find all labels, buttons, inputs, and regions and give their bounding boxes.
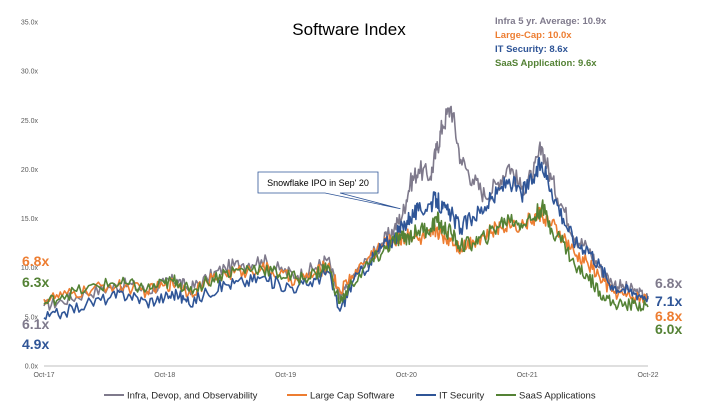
legend-label: Infra, Devop, and Observability (127, 391, 258, 402)
annotation-box (257, 171, 401, 210)
x-tick-label: Oct-19 (275, 372, 296, 379)
end-value-label: 6.8x (655, 308, 682, 324)
chart-title: Software Index (292, 20, 406, 39)
annotation-text: Snowflake IPO in Sep' 20 (267, 178, 369, 188)
start-value-labels: 6.1x 6.8x 4.9x 6.3x (22, 253, 49, 352)
x-tick-label: Oct-21 (517, 372, 538, 379)
average-labels: Infra 5 yr. Average: 10.9x Large-Cap: 10.… (495, 16, 607, 69)
end-value-label: 6.8x (655, 275, 682, 291)
y-tick-label: 10.0x (21, 265, 39, 272)
series-lines (43, 105, 649, 321)
start-value-label: 6.3x (22, 274, 49, 290)
x-axis: Oct-17 Oct-18 Oct-19 Oct-20 Oct-21 Oct-22 (33, 365, 659, 379)
average-label: Infra 5 yr. Average: 10.9x (495, 16, 607, 27)
y-tick-label: 20.0x (21, 167, 39, 174)
y-tick-label: 0.0x (25, 364, 39, 371)
end-value-label: 6.0x (655, 321, 682, 337)
series-line-0 (43, 105, 649, 311)
end-value-labels: 6.8x6.8x7.1x6.0x (655, 275, 682, 337)
y-tick-label: 35.0x (21, 20, 39, 27)
y-axis: 0.0x 5.0x 10.0x 15.0x 20.0x 25.0x 30.0x 35.0x (21, 20, 39, 371)
series-line-3 (43, 199, 649, 312)
average-label: SaaS Application: 9.6x (495, 58, 597, 69)
start-value-label: 6.1x (22, 316, 49, 332)
y-tick-label: 25.0x (21, 118, 39, 125)
start-value-label: 6.8x (22, 253, 49, 269)
y-tick-label: 5.0x (25, 314, 39, 321)
legend: Infra, Devop, and Observability Large Cap… (104, 391, 596, 402)
average-label: Large-Cap: 10.0x (495, 30, 572, 41)
y-tick-label: 30.0x (21, 69, 39, 76)
legend-label: Large Cap Software (310, 391, 395, 402)
series-line-2 (43, 156, 649, 321)
average-label: IT Security: 8.6x (495, 44, 569, 55)
snowflake-annotation: Snowflake IPO in Sep' 20 (257, 171, 401, 210)
series-line-1 (43, 206, 649, 305)
x-tick-label: Oct-17 (33, 372, 54, 379)
start-value-label: 4.9x (22, 336, 49, 352)
x-tick-label: Oct-20 (396, 372, 417, 379)
legend-label: IT Security (439, 391, 484, 402)
legend-label: SaaS Applications (519, 391, 596, 402)
y-tick-label: 15.0x (21, 216, 39, 223)
x-tick-label: Oct-22 (637, 372, 658, 379)
x-tick-label: Oct-18 (154, 372, 175, 379)
end-value-label: 7.1x (655, 293, 682, 309)
